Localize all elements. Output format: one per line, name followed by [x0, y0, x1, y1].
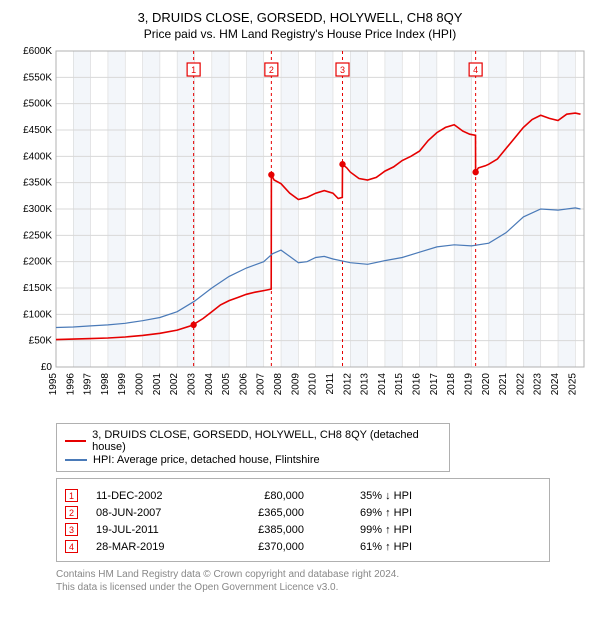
- svg-text:£600K: £600K: [23, 47, 52, 57]
- svg-text:£550K: £550K: [23, 72, 52, 83]
- svg-text:2: 2: [269, 65, 274, 75]
- event-row: 4 28-MAR-2019 £370,000 61% ↑ HPI: [65, 540, 541, 553]
- chart-container: 3, DRUIDS CLOSE, GORSEDD, HOLYWELL, CH8 …: [0, 0, 600, 604]
- svg-text:£350K: £350K: [23, 178, 52, 189]
- event-marker-icon: 3: [65, 523, 78, 536]
- chart-plot: £0 £50K £100K £150K £200K £250K £300K £350K £400…: [10, 47, 590, 417]
- chart-title: 3, DRUIDS CLOSE, GORSEDD, HOLYWELL, CH8 …: [10, 10, 590, 25]
- svg-text:£300K: £300K: [23, 204, 52, 215]
- svg-text:2006: 2006: [238, 373, 249, 396]
- legend-label: HPI: Average price, detached house, Flin…: [93, 454, 320, 466]
- footnote: Contains HM Land Registry data © Crown c…: [56, 568, 550, 594]
- svg-text:2018: 2018: [446, 373, 457, 396]
- event-date: 19-JUL-2011: [96, 524, 206, 536]
- svg-text:2005: 2005: [221, 373, 232, 396]
- svg-text:3: 3: [340, 65, 345, 75]
- legend-label: 3, DRUIDS CLOSE, GORSEDD, HOLYWELL, CH8 …: [92, 429, 441, 453]
- svg-text:2021: 2021: [498, 373, 509, 396]
- svg-text:£150K: £150K: [23, 283, 52, 294]
- svg-text:1: 1: [191, 65, 196, 75]
- legend-item: HPI: Average price, detached house, Flin…: [65, 454, 441, 466]
- svg-text:£250K: £250K: [23, 230, 52, 241]
- event-row: 1 11-DEC-2002 £80,000 35% ↓ HPI: [65, 489, 541, 502]
- svg-text:2004: 2004: [204, 373, 215, 396]
- event-marker-icon: 4: [65, 540, 78, 553]
- event-price: £80,000: [224, 490, 304, 502]
- svg-text:2023: 2023: [533, 373, 544, 396]
- svg-text:2010: 2010: [308, 373, 319, 396]
- svg-text:2025: 2025: [567, 373, 578, 396]
- svg-text:£50K: £50K: [29, 336, 53, 347]
- event-price: £365,000: [224, 507, 304, 519]
- event-price: £385,000: [224, 524, 304, 536]
- event-date: 11-DEC-2002: [96, 490, 206, 502]
- event-marker-icon: 2: [65, 506, 78, 519]
- event-date: 28-MAR-2019: [96, 541, 206, 553]
- svg-text:1997: 1997: [83, 373, 94, 396]
- event-price: £370,000: [224, 541, 304, 553]
- svg-text:2001: 2001: [152, 373, 163, 396]
- svg-text:1999: 1999: [117, 373, 128, 396]
- svg-text:2003: 2003: [186, 373, 197, 396]
- events-table: 1 11-DEC-2002 £80,000 35% ↓ HPI 2 08-JUN…: [56, 478, 550, 562]
- event-date: 08-JUN-2007: [96, 507, 206, 519]
- event-delta: 69% ↑ HPI: [322, 507, 412, 519]
- event-marker-icon: 1: [65, 489, 78, 502]
- chart-svg: £0 £50K £100K £150K £200K £250K £300K £350K £400…: [10, 47, 590, 417]
- svg-text:2019: 2019: [463, 373, 474, 396]
- legend: 3, DRUIDS CLOSE, GORSEDD, HOLYWELL, CH8 …: [56, 423, 450, 472]
- svg-text:£500K: £500K: [23, 99, 52, 110]
- event-delta: 35% ↓ HPI: [322, 490, 412, 502]
- event-row: 2 08-JUN-2007 £365,000 69% ↑ HPI: [65, 506, 541, 519]
- footnote-line: Contains HM Land Registry data © Crown c…: [56, 569, 399, 580]
- svg-text:2011: 2011: [325, 373, 336, 395]
- svg-text:2009: 2009: [290, 373, 301, 396]
- svg-text:2000: 2000: [135, 373, 146, 396]
- svg-text:2020: 2020: [481, 373, 492, 396]
- svg-text:£100K: £100K: [23, 309, 52, 320]
- svg-text:2007: 2007: [256, 373, 267, 396]
- svg-text:2013: 2013: [360, 373, 371, 396]
- svg-text:£450K: £450K: [23, 125, 52, 136]
- chart-subtitle: Price paid vs. HM Land Registry's House …: [10, 27, 590, 41]
- legend-item: 3, DRUIDS CLOSE, GORSEDD, HOLYWELL, CH8 …: [65, 429, 441, 453]
- svg-text:£400K: £400K: [23, 151, 52, 162]
- svg-text:1998: 1998: [100, 373, 111, 396]
- footnote-line: This data is licensed under the Open Gov…: [56, 582, 338, 593]
- legend-swatch: [65, 440, 86, 442]
- svg-text:2002: 2002: [169, 373, 180, 396]
- legend-swatch: [65, 459, 87, 461]
- event-row: 3 19-JUL-2011 £385,000 99% ↑ HPI: [65, 523, 541, 536]
- svg-text:2016: 2016: [412, 373, 423, 396]
- svg-text:2022: 2022: [515, 373, 526, 396]
- svg-text:2014: 2014: [377, 373, 388, 396]
- event-delta: 99% ↑ HPI: [322, 524, 412, 536]
- svg-text:2017: 2017: [429, 373, 440, 396]
- event-delta: 61% ↑ HPI: [322, 541, 412, 553]
- svg-text:£0: £0: [41, 362, 53, 373]
- svg-text:1996: 1996: [65, 373, 76, 396]
- svg-text:£200K: £200K: [23, 257, 52, 268]
- svg-text:2012: 2012: [342, 373, 353, 396]
- svg-text:4: 4: [473, 65, 478, 75]
- svg-text:2024: 2024: [550, 373, 561, 396]
- svg-text:2008: 2008: [273, 373, 284, 396]
- svg-text:2015: 2015: [394, 373, 405, 396]
- svg-text:1995: 1995: [48, 373, 59, 396]
